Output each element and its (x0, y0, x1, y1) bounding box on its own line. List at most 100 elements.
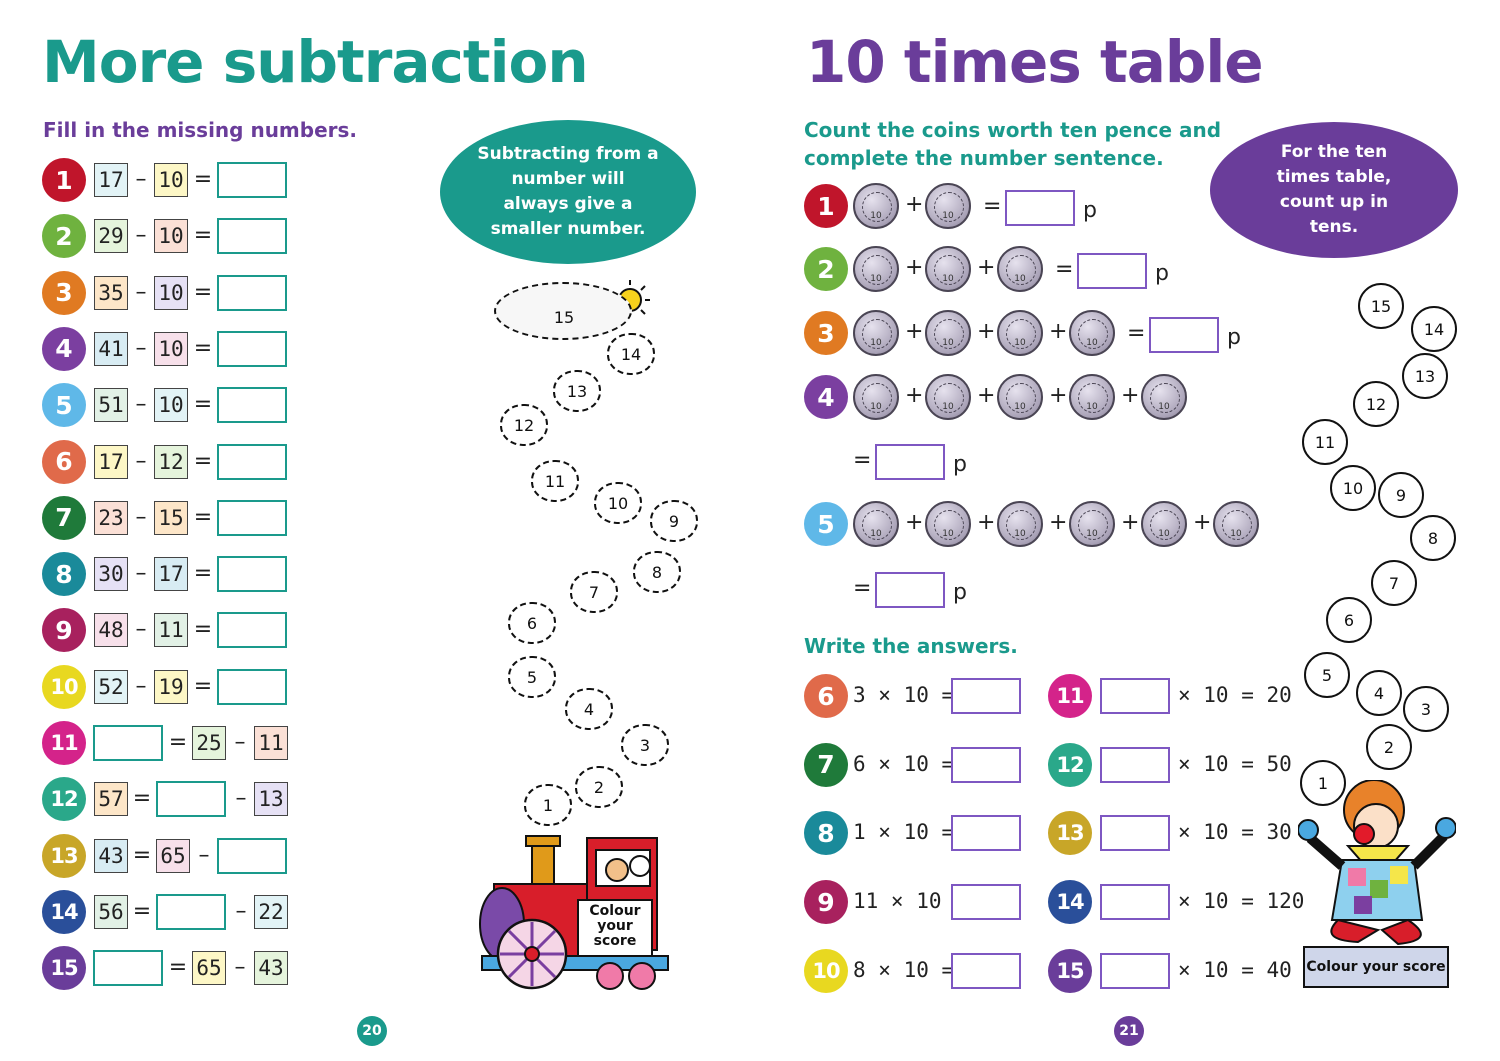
plus-sign: + (905, 192, 924, 217)
train-illustration (472, 832, 674, 994)
score-circle[interactable]: 3 (1403, 686, 1449, 732)
answer-box[interactable] (1005, 190, 1075, 226)
score-cloud[interactable]: 13 (553, 370, 601, 412)
score-circle[interactable]: 10 (1330, 465, 1376, 511)
score-circle[interactable]: 5 (1304, 652, 1350, 698)
answer-box[interactable] (951, 952, 1021, 989)
instruction-right-2: Write the answers. (804, 634, 1018, 658)
score-circle[interactable]: 6 (1326, 597, 1372, 643)
minus-sign: – (234, 730, 246, 755)
score-cloud[interactable]: 6 (508, 602, 556, 644)
minus-sign: – (135, 504, 147, 530)
equation-text: × 10 = 20 (1178, 683, 1292, 707)
answer-box[interactable] (156, 893, 226, 930)
number-box: 48 (94, 613, 128, 648)
answer-box[interactable] (951, 884, 1021, 921)
score-circle[interactable]: 2 (1366, 724, 1412, 770)
clown-illustration (1297, 779, 1457, 950)
answer-box[interactable] (93, 725, 163, 761)
answer-box[interactable] (875, 444, 945, 480)
coin-value-label: 10 (1014, 402, 1026, 412)
score-cloud[interactable]: 14 (607, 333, 655, 375)
score-cloud[interactable]: 4 (565, 688, 613, 730)
score-circle[interactable]: 9 (1378, 472, 1424, 518)
question-number: 7 (804, 742, 848, 787)
answer-box[interactable] (1100, 678, 1170, 714)
answer-box[interactable] (217, 162, 287, 198)
score-cloud[interactable]: 11 (531, 460, 579, 502)
number-box: 52 (94, 669, 128, 704)
ten-pence-coin-icon: 10 (853, 246, 899, 292)
pence-unit: p (1083, 198, 1097, 223)
question-number: 15 (42, 946, 86, 991)
score-circle[interactable]: 14 (1411, 306, 1457, 352)
answer-box[interactable] (1100, 884, 1170, 921)
number-box: 10 (154, 275, 188, 310)
answer-box[interactable] (951, 815, 1021, 852)
page-title-right: 10 times table (806, 28, 1264, 96)
equals-sign: = (193, 335, 213, 361)
score-cloud[interactable]: 8 (633, 551, 681, 593)
score-circle[interactable]: 1 (1300, 760, 1346, 806)
answer-box[interactable] (217, 612, 287, 649)
answer-box[interactable] (1077, 253, 1147, 289)
answer-box[interactable] (951, 746, 1021, 783)
equals-sign: = (193, 617, 213, 643)
score-cloud[interactable]: 3 (621, 724, 669, 766)
score-cloud[interactable]: 10 (594, 482, 642, 524)
answer-box[interactable] (217, 387, 287, 424)
number-box: 43 (94, 838, 128, 873)
score-cloud[interactable]: 7 (570, 571, 618, 613)
answer-box[interactable] (217, 837, 287, 874)
equals-sign: = (193, 167, 213, 192)
score-cloud[interactable]: 1 (524, 784, 572, 826)
equals-sign: = (193, 448, 213, 474)
ten-pence-coin-icon: 10 (853, 310, 899, 356)
score-cloud[interactable]: 9 (650, 500, 698, 542)
answer-box[interactable] (1100, 815, 1170, 852)
question-number: 13 (1048, 811, 1092, 856)
answer-box[interactable] (217, 556, 287, 593)
score-circle[interactable]: 12 (1353, 381, 1399, 427)
score-circle[interactable]: 15 (1358, 283, 1404, 329)
score-circle[interactable]: 7 (1371, 560, 1417, 606)
answer-box[interactable] (217, 499, 287, 536)
question-number: 11 (42, 721, 86, 765)
question-number: 12 (1048, 742, 1092, 787)
coin-value-label: 10 (942, 338, 954, 348)
answer-box[interactable] (217, 274, 287, 311)
question-number: 3 (42, 270, 86, 315)
answer-box[interactable] (1100, 952, 1170, 989)
score-cloud[interactable]: 15 (553, 307, 575, 327)
number-box: 35 (94, 275, 128, 310)
coin-value-label: 10 (870, 274, 882, 284)
score-cloud[interactable]: 5 (508, 656, 556, 698)
coin-value-label: 10 (942, 211, 954, 221)
coin-value-label: 10 (942, 402, 954, 412)
score-circle[interactable]: 4 (1356, 670, 1402, 716)
score-cloud[interactable]: 2 (575, 766, 623, 808)
plus-sign: + (905, 510, 924, 535)
score-circle[interactable]: 13 (1402, 353, 1448, 399)
answer-box[interactable] (217, 218, 287, 255)
score-circle[interactable]: 11 (1302, 419, 1348, 465)
answer-box[interactable] (217, 330, 287, 367)
answer-box[interactable] (875, 572, 945, 608)
answer-box[interactable] (93, 950, 163, 987)
equation-text: × 10 = 30 (1178, 820, 1292, 845)
plus-sign: + (977, 510, 996, 535)
ten-pence-coin-icon: 10 (997, 310, 1043, 356)
answer-box[interactable] (156, 781, 226, 818)
answer-box[interactable] (1100, 746, 1170, 783)
question-number: 12 (42, 777, 86, 822)
answer-box[interactable] (1149, 317, 1219, 353)
question-number: 4 (42, 326, 86, 371)
answer-box[interactable] (217, 443, 287, 480)
score-circle[interactable]: 8 (1410, 515, 1456, 561)
answer-box[interactable] (217, 668, 287, 705)
answer-box[interactable] (951, 678, 1021, 714)
number-box: 29 (94, 219, 128, 254)
score-cloud[interactable]: 12 (500, 404, 548, 446)
number-box: 10 (154, 219, 188, 254)
big-cloud (494, 282, 632, 340)
